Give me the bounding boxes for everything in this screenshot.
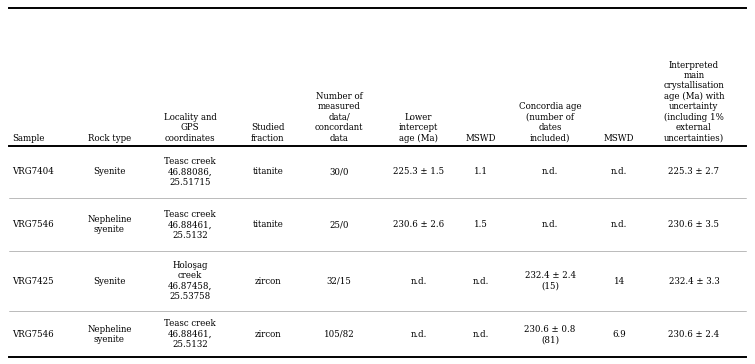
Text: Locality and
GPS
coordinates: Locality and GPS coordinates: [164, 113, 217, 143]
Text: MSWD: MSWD: [604, 134, 634, 143]
Text: Teasc creek
46.88461,
25.5132: Teasc creek 46.88461, 25.5132: [164, 210, 216, 240]
Text: titanite: titanite: [252, 220, 283, 229]
Text: 32/15: 32/15: [327, 277, 352, 286]
Text: Lower
intercept
age (Ma): Lower intercept age (Ma): [399, 113, 438, 143]
Text: Nepheline
syenite: Nepheline syenite: [87, 215, 131, 234]
Text: n.d.: n.d.: [410, 330, 427, 339]
Text: 230.6 ± 2.4: 230.6 ± 2.4: [668, 330, 720, 339]
Text: n.d.: n.d.: [410, 277, 427, 286]
Text: 1.5: 1.5: [474, 220, 488, 229]
Text: 225.3 ± 2.7: 225.3 ± 2.7: [668, 167, 720, 177]
Text: MSWD: MSWD: [466, 134, 496, 143]
Text: Rock type: Rock type: [88, 134, 131, 143]
Text: 1.1: 1.1: [474, 167, 488, 177]
Text: VRG7404: VRG7404: [12, 167, 54, 177]
Text: Sample: Sample: [12, 134, 45, 143]
Text: VRG7546: VRG7546: [12, 220, 54, 229]
Text: Holoşag
creek
46.87458,
25.53758: Holoşag creek 46.87458, 25.53758: [168, 261, 212, 301]
Text: Syenite: Syenite: [93, 277, 125, 286]
Text: 230.6 ± 2.6: 230.6 ± 2.6: [393, 220, 444, 229]
Text: n.d.: n.d.: [473, 330, 489, 339]
Text: 230.6 ± 0.8
(81): 230.6 ± 0.8 (81): [525, 325, 576, 344]
Text: Studied
fraction: Studied fraction: [251, 123, 285, 143]
Text: n.d.: n.d.: [611, 220, 627, 229]
Text: 225.3 ± 1.5: 225.3 ± 1.5: [393, 167, 444, 177]
Text: Teasc creek
46.88086,
25.51715: Teasc creek 46.88086, 25.51715: [164, 157, 216, 187]
Text: zircon: zircon: [254, 330, 281, 339]
Text: Concordia age
(number of
dates
included): Concordia age (number of dates included): [519, 103, 581, 143]
Text: 25/0: 25/0: [329, 220, 349, 229]
Text: 6.9: 6.9: [612, 330, 626, 339]
Text: Syenite: Syenite: [93, 167, 125, 177]
Text: n.d.: n.d.: [542, 220, 558, 229]
Text: 105/82: 105/82: [324, 330, 355, 339]
Text: n.d.: n.d.: [473, 277, 489, 286]
Text: VRG7546: VRG7546: [12, 330, 54, 339]
Text: Interpreted
main
crystallisation
age (Ma) with
uncertainty
(including 1%
externa: Interpreted main crystallisation age (Ma…: [664, 60, 724, 143]
Text: 30/0: 30/0: [329, 167, 349, 177]
Text: titanite: titanite: [252, 167, 283, 177]
Text: 232.4 ± 2.4
(15): 232.4 ± 2.4 (15): [525, 272, 575, 291]
Text: n.d.: n.d.: [542, 167, 558, 177]
Text: Teasc creek
46.88461,
25.5132: Teasc creek 46.88461, 25.5132: [164, 320, 216, 349]
Text: 232.4 ± 3.3: 232.4 ± 3.3: [669, 277, 720, 286]
Text: Nepheline
syenite: Nepheline syenite: [87, 325, 131, 344]
Text: 14: 14: [614, 277, 624, 286]
Text: n.d.: n.d.: [611, 167, 627, 177]
Text: zircon: zircon: [254, 277, 281, 286]
Text: VRG7425: VRG7425: [12, 277, 54, 286]
Text: Number of
measured
data/
concordant
data: Number of measured data/ concordant data: [315, 92, 363, 143]
Text: 230.6 ± 3.5: 230.6 ± 3.5: [668, 220, 720, 229]
